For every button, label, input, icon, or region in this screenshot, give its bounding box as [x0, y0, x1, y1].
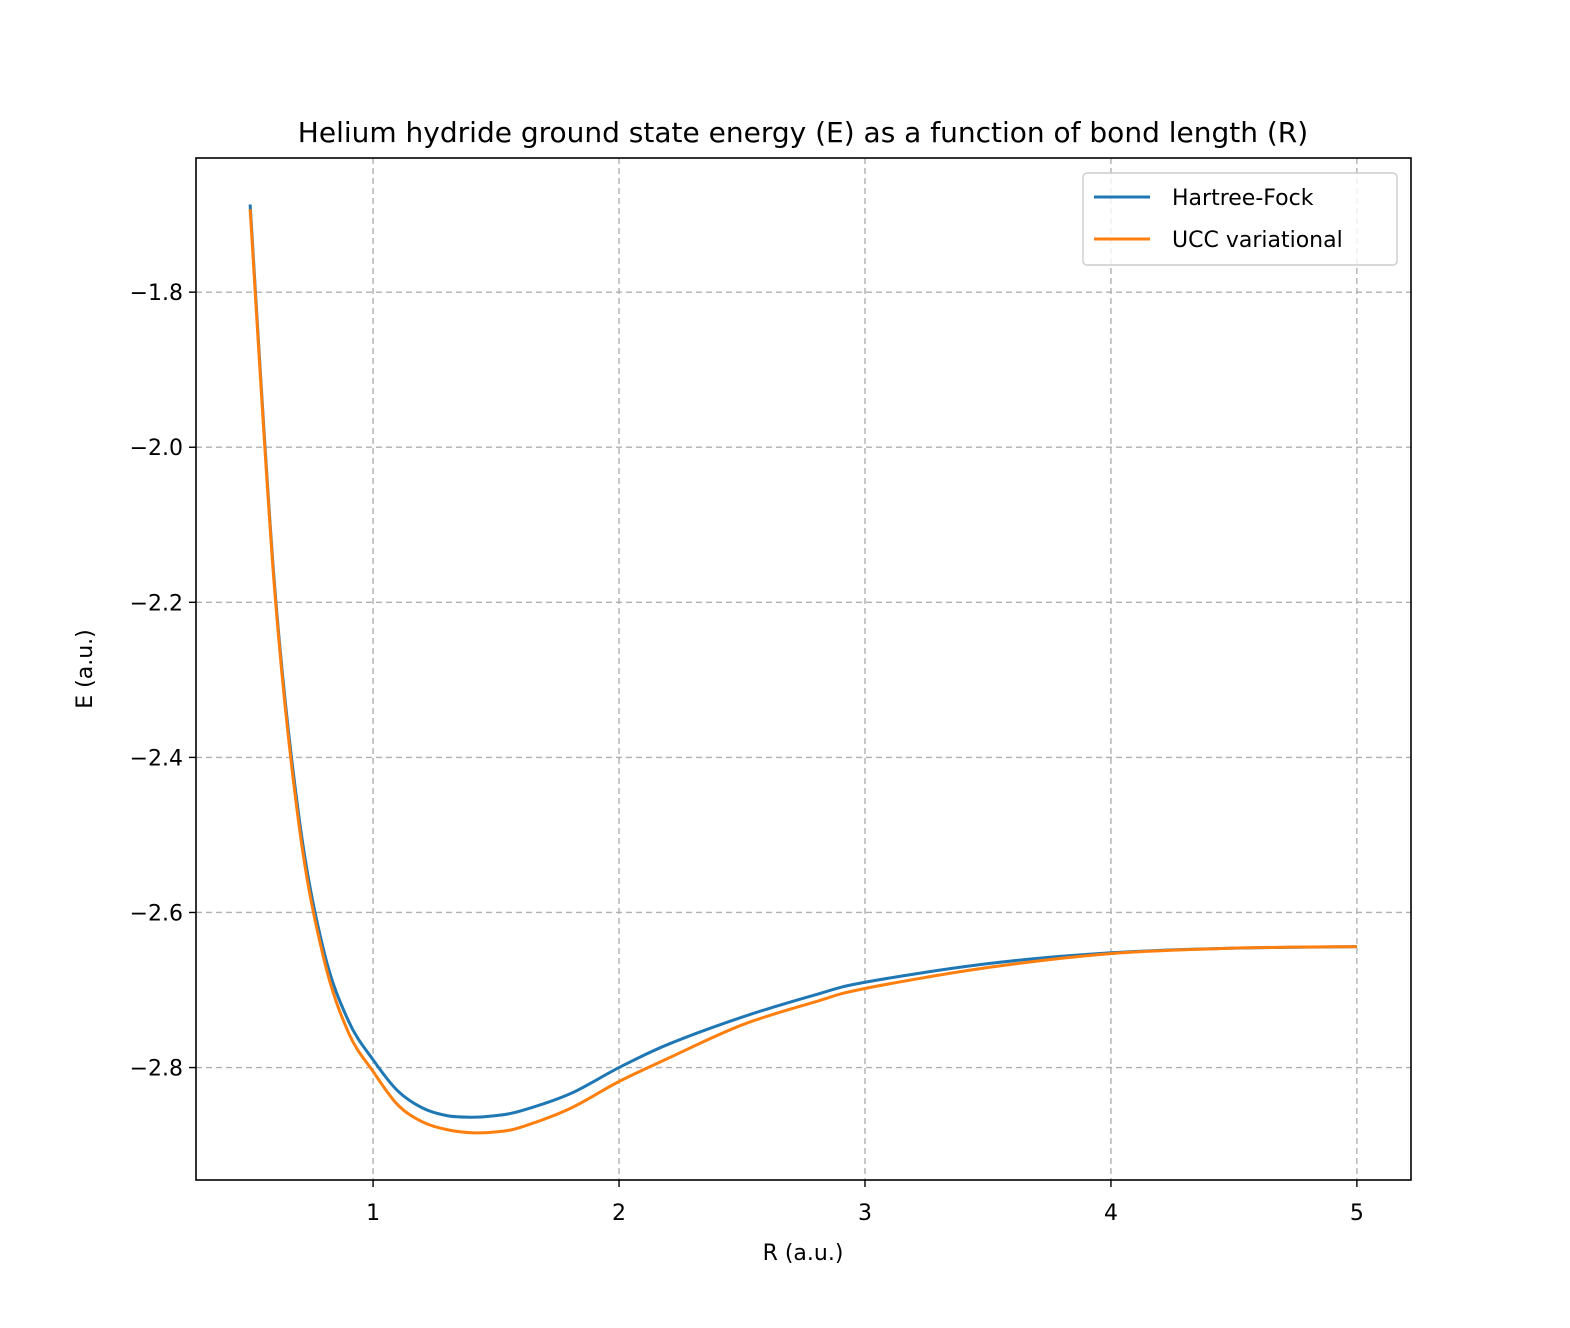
x-tick-label: 3 [858, 1201, 872, 1226]
x-tick-label: 4 [1104, 1201, 1118, 1226]
grid [196, 158, 1411, 1180]
series-line-ucc-variational [248, 209, 1357, 1135]
x-tick-label: 1 [366, 1201, 380, 1226]
legend-box [1082, 172, 1398, 266]
y-tick-label: −2.6 [130, 901, 183, 926]
y-tick-label: −2.0 [130, 436, 183, 461]
y-tick-label: −2.2 [130, 591, 183, 616]
legend: Hartree-Fock UCC variational [1082, 172, 1398, 266]
legend-label-ucc-variational: UCC variational [1172, 228, 1343, 253]
x-tick-label: 2 [612, 1201, 626, 1226]
x-axis-label: R (a.u.) [763, 1241, 844, 1266]
chart-title: Helium hydride ground state energy (E) a… [298, 116, 1308, 149]
plot-frame [195, 157, 1412, 1181]
y-axis-label: E (a.u.) [73, 629, 98, 708]
x-tick-label: 5 [1350, 1201, 1364, 1226]
y-tick-label: −2.8 [130, 1057, 183, 1082]
y-tick-label: −1.8 [130, 281, 183, 306]
legend-label-hartree-fock: Hartree-Fock [1172, 186, 1314, 211]
axis-ticks: 1 2 3 4 5 −2.8 −2.6 −2.4 −2.2 −2.0 −1.8 [130, 281, 1364, 1226]
plot-series [248, 204, 1357, 1135]
y-tick-label: −2.4 [130, 746, 183, 771]
